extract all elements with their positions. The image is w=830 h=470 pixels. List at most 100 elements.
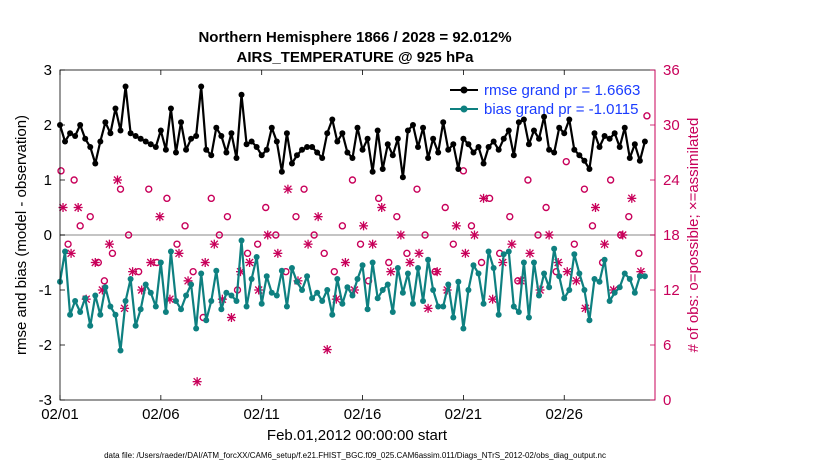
bias-point [72,298,79,304]
bias-point [435,303,442,310]
rmse-point [601,133,608,139]
possible-obs-marker [116,185,125,193]
possible-obs-marker [145,185,153,193]
bias-point [299,287,306,293]
rmse-point [566,116,573,123]
rmse-point [233,155,240,161]
bias-point [581,287,588,293]
y-tick-label: 1 [44,172,52,189]
bias-point [243,303,250,310]
bias-point [394,265,401,271]
assimilated-obs-marker [245,258,255,267]
bias-point [268,289,275,296]
rmse-point [606,135,613,142]
possible-obs-marker [64,240,72,248]
assimilated-obs-marker [368,239,378,249]
bias-point [157,259,164,266]
bias-point [455,278,462,285]
bias-point [193,325,200,332]
assimilated-obs-marker [460,248,470,258]
rmse-point [515,119,522,126]
rmse-point [586,166,593,172]
bias-point [566,287,573,293]
rmse-point [82,135,89,142]
y-tick-label: 2 [44,117,52,134]
rmse-point [203,146,210,153]
rmse-point [596,144,603,150]
possible-obs-marker [403,249,411,258]
y2-tick-label: 6 [663,337,671,354]
rmse-point [132,133,139,139]
assimilated-obs-marker [200,258,210,267]
rmse-point [112,105,119,112]
rmse-point [384,141,391,148]
x-tick-label: 02/21 [445,406,483,423]
assimilated-obs-marker [562,267,572,277]
bias-point [495,311,502,318]
rmse-point [409,122,416,128]
y-axis: -3 -2 -1 0 1 2 3 [39,62,65,409]
rmse-point [324,130,331,137]
y2-tick-label: 0 [663,392,671,409]
possible-obs-marker [163,194,171,203]
possible-obs-marker [606,176,615,184]
possible-obs-marker [223,212,232,221]
bias-point [556,273,563,280]
assimilated-obs-marker [525,248,535,258]
rmse-point [349,155,356,161]
assimilated-obs-marker [146,258,156,267]
rmse-point [530,127,537,134]
x-axis-label: Feb.01,2012 00:00:00 start [267,427,448,444]
rmse-point [379,166,386,172]
rmse-point [238,91,245,98]
rmse-point [193,133,200,139]
possible-obs-marker [625,212,633,221]
rmse-point [561,130,568,137]
bias-point [409,300,416,307]
bias-point [490,265,497,271]
assimilated-obs-marker [254,285,264,295]
rmse-point [430,135,437,142]
bias-point [137,306,144,313]
rmse-point [556,124,563,131]
possible-obs-marker [356,240,365,248]
y-tick-label: -1 [39,282,52,299]
rmse-point [172,149,179,156]
bias-point [304,273,311,280]
bias-point [430,287,437,293]
rmse-point [641,138,648,145]
bias-point [510,303,517,310]
bias-point [162,309,169,315]
bias-point [253,254,260,260]
bias-point [500,251,507,258]
assimilated-obs-marker [377,203,387,212]
rmse-point [621,124,628,131]
rmse-point [465,141,472,148]
rmse-point [571,146,578,153]
bias-point [460,325,467,332]
bias-point [470,262,477,269]
rmse-point [288,160,295,167]
rmse-point [178,119,185,126]
rmse-point [67,130,74,137]
rmse-point [389,152,396,159]
bias-point [223,289,230,296]
bias-point [525,314,532,321]
assimilated-obs-marker [155,212,165,222]
rmse-point [450,141,457,148]
bias-point [344,284,351,291]
rmse-point [551,149,558,156]
bias-point [203,317,210,324]
bias-point [359,262,366,269]
assimilated-obs-marker [73,203,83,212]
possible-obs-marker [477,258,486,267]
bias-point [67,311,74,318]
bias-point [167,248,174,255]
bias-point [324,287,331,293]
bias-point [273,292,280,299]
assimilated-obs-marker [432,267,442,277]
possible-obs-marker [320,249,328,258]
rmse-point [72,133,79,139]
bias-point [530,259,537,266]
